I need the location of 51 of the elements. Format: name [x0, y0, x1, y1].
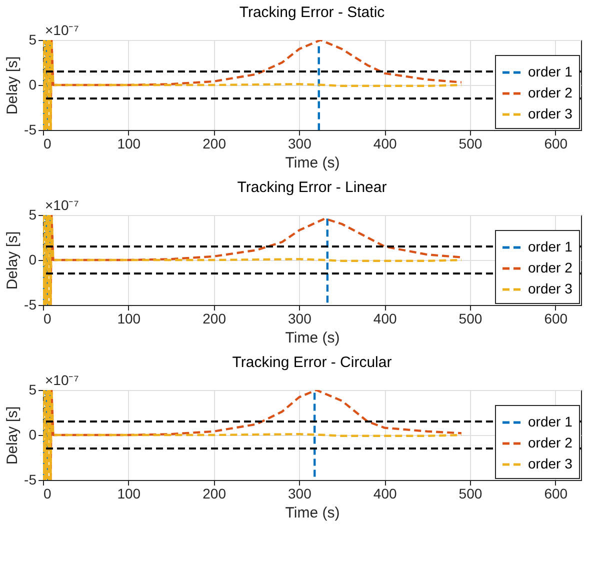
- x-tick-label: 0: [44, 310, 52, 326]
- y-tick-label: 5: [28, 206, 37, 222]
- x-tick-label: 600: [544, 136, 568, 152]
- y-tick-label: 0: [28, 76, 37, 92]
- x-tick-label: 500: [458, 136, 482, 152]
- x-tick-label: 100: [117, 136, 141, 152]
- x-tick-label: 400: [373, 486, 397, 502]
- x-tick-label: 600: [544, 310, 568, 326]
- y-axis-title: Delay [s]: [4, 231, 22, 290]
- x-tick-label: 0: [44, 136, 52, 152]
- x-tick-label: 400: [373, 310, 397, 326]
- y-tick-label: -5: [24, 472, 37, 488]
- y-tick-label: 5: [28, 382, 37, 398]
- x-tick-label: 300: [288, 136, 312, 152]
- legend-label: order 1: [528, 64, 573, 80]
- y-tick-label: -5: [24, 122, 37, 138]
- y-axis-title: Delay [s]: [4, 406, 22, 465]
- x-tick-label: 100: [117, 310, 141, 326]
- legend-label: order 2: [528, 84, 573, 100]
- legend-label: order 2: [528, 260, 573, 276]
- x-tick-label: 200: [202, 486, 226, 502]
- x-axis-title: Time (s): [285, 154, 340, 172]
- x-tick-label: 200: [202, 136, 226, 152]
- x-axis-title: Time (s): [285, 330, 340, 346]
- chart-title: Tracking Error - Circular: [232, 354, 392, 371]
- x-tick-label: 400: [373, 136, 397, 152]
- legend-label: order 3: [528, 106, 573, 122]
- y-axis-title: Delay [s]: [4, 56, 22, 115]
- legend-label: order 2: [528, 434, 573, 450]
- x-axis-title: Time (s): [285, 504, 340, 522]
- legend-label: order 3: [528, 280, 573, 296]
- y-tick-label: 0: [28, 252, 37, 268]
- text: ×10⁻⁷: [45, 22, 79, 38]
- x-tick-label: 200: [202, 310, 226, 326]
- text: ×10⁻⁷: [45, 372, 79, 388]
- x-tick-label: 600: [544, 486, 568, 502]
- x-tick-label: 100: [117, 486, 141, 502]
- chart-title: Tracking Error - Linear: [237, 179, 387, 196]
- legend-label: order 1: [528, 414, 573, 430]
- y-tick-label: 5: [28, 32, 37, 48]
- y-tick-label: -5: [24, 296, 37, 312]
- legend-label: order 1: [528, 238, 573, 254]
- x-tick-label: 0: [44, 486, 52, 502]
- chart-title: Tracking Error - Static: [239, 4, 386, 21]
- x-tick-label: 300: [288, 486, 312, 502]
- x-tick-label: 500: [458, 486, 482, 502]
- x-tick-label: 500: [458, 310, 482, 326]
- x-tick-label: 300: [288, 310, 312, 326]
- y-tick-label: 0: [28, 426, 37, 442]
- legend-label: order 3: [528, 456, 573, 472]
- text: ×10⁻⁷: [45, 197, 79, 213]
